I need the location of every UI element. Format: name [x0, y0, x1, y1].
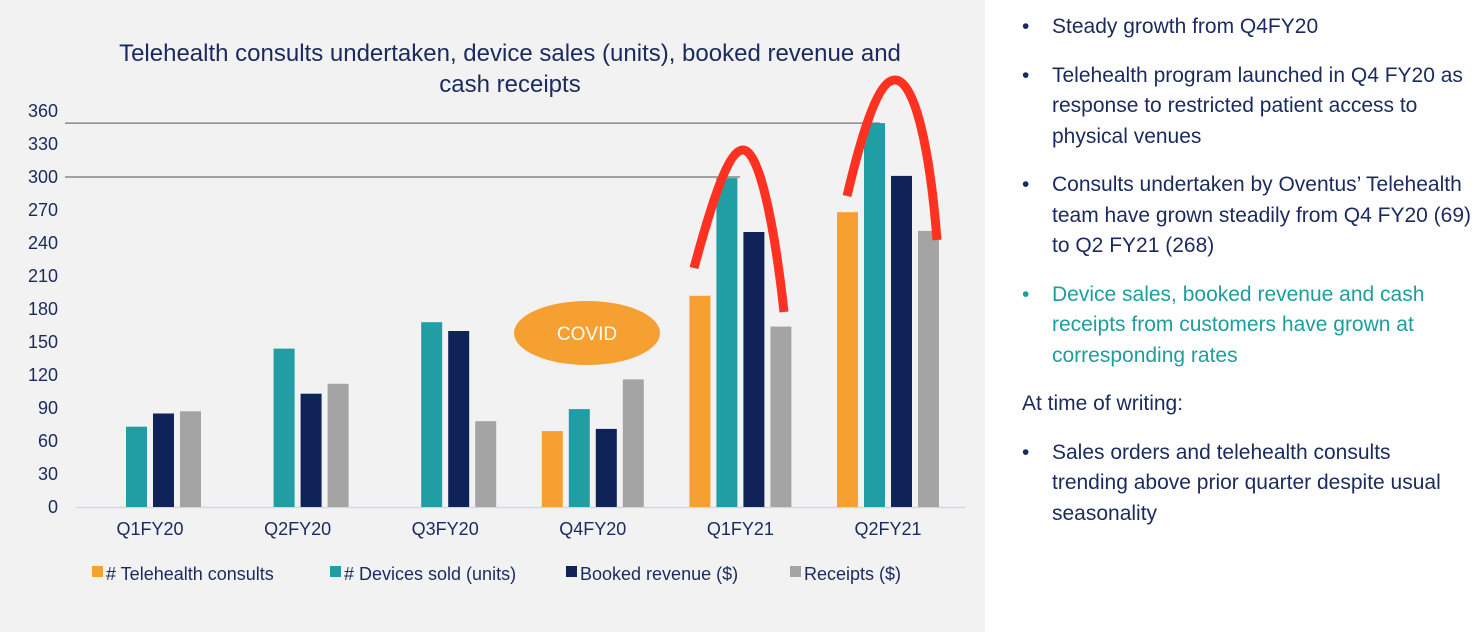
bar-receipts: [622, 379, 644, 507]
bar-telehealth-consults: [689, 295, 711, 507]
legend-swatch: [790, 566, 801, 577]
y-tick-label: 60: [38, 431, 58, 451]
bar-booked-revenue: [153, 413, 174, 507]
subheading: At time of writing:: [1022, 392, 1184, 415]
y-tick-label: 240: [28, 233, 58, 253]
bullet-item: • Sales orders and telehealth consults tr…: [1022, 438, 1472, 530]
x-tick-label: Q2FY20: [264, 519, 331, 539]
legend-swatch: [566, 566, 577, 577]
x-tick-label: Q1FY20: [116, 519, 183, 539]
legend-label: Booked revenue ($): [580, 564, 738, 584]
bar-devices-sold-units: [126, 426, 147, 507]
bar-booked-revenue: [300, 393, 322, 507]
bullet-icon: •: [1022, 63, 1030, 87]
covid-label: COVID: [557, 324, 617, 345]
legend-swatch: [92, 566, 103, 577]
bar-receipts: [475, 421, 497, 507]
bar-devices-sold-units: [273, 348, 295, 507]
bullet-text: Sales orders and telehealth consults tre…: [1052, 440, 1441, 525]
bar-receipts: [327, 383, 349, 507]
bullet-text: Steady growth from Q4FY20: [1052, 15, 1319, 38]
bullet-icon: •: [1022, 440, 1030, 464]
legend-label: Receipts ($): [804, 564, 901, 584]
bar-devices-sold-units: [421, 322, 443, 507]
bullet-text: Consults undertaken by Oventus’ Teleheal…: [1052, 173, 1472, 257]
bar-booked-revenue: [743, 232, 765, 507]
bar-telehealth-consults: [837, 212, 858, 507]
y-tick-label: 300: [28, 167, 58, 187]
y-tick-label: 180: [28, 299, 58, 319]
bar-booked-revenue: [448, 331, 470, 507]
chart-title: Telehealth consults undertaken, device s…: [119, 40, 901, 98]
x-tick-label: Q3FY20: [412, 519, 479, 539]
covid-ellipse: [514, 301, 660, 365]
y-tick-label: 210: [28, 266, 58, 286]
bullet-icon: •: [1022, 282, 1030, 306]
y-tick-label: 150: [28, 332, 58, 352]
legend-label: # Telehealth consults: [106, 564, 274, 584]
x-tick-label: Q4FY20: [559, 519, 626, 539]
bar-chart: 0 30 60 90 120 150 180 210 240 270 300 330 360 Q1FY20…: [28, 75, 965, 584]
legend-label: # Devices sold (units): [344, 564, 516, 584]
bar-receipts: [180, 411, 201, 507]
x-tick-label: Q2FY21: [854, 519, 921, 539]
bullet-text: Telehealth program launched in Q4 FY20 a…: [1052, 63, 1463, 148]
legend-swatch: [330, 566, 341, 577]
y-tick-label: 90: [38, 398, 58, 418]
bullet-item-highlight: • Device sales, booked revenue and cash r…: [1022, 280, 1472, 372]
highlight-arc: [842, 75, 942, 241]
bar-telehealth-consults: [541, 431, 563, 507]
y-tick-label: 120: [28, 365, 58, 385]
y-tick-label: 30: [38, 464, 58, 484]
bar-devices-sold-units: [864, 123, 885, 507]
chart-panel: Telehealth consults undertaken, device s…: [0, 0, 985, 632]
bullet-item: • Consults undertaken by Oventus’ Telehea…: [1022, 170, 1472, 262]
y-tick-label: 330: [28, 134, 58, 154]
bullet-icon: •: [1022, 15, 1030, 38]
bullet-icon: •: [1022, 173, 1030, 196]
bar-booked-revenue: [891, 175, 912, 507]
bullet-item: • Telehealth program launched in Q4 FY20 …: [1022, 61, 1472, 153]
bar-devices-sold-units: [568, 409, 590, 507]
commentary: • Steady growth from Q4FY20 • Telehealth p…: [1022, 12, 1472, 547]
bullet-item: • Steady growth from Q4FY20: [1022, 12, 1472, 43]
y-tick-label: 0: [48, 497, 58, 517]
x-tick-label: Q1FY21: [707, 519, 774, 539]
bar-booked-revenue: [595, 428, 617, 507]
bar-devices-sold-units: [716, 178, 738, 507]
y-tick-label: 360: [28, 101, 58, 121]
bar-receipts: [770, 326, 792, 507]
bullet-text: Device sales, booked revenue and cash re…: [1052, 282, 1425, 367]
bar-receipts: [918, 230, 939, 507]
highlight-arc: [689, 145, 789, 313]
y-tick-label: 270: [28, 200, 58, 220]
